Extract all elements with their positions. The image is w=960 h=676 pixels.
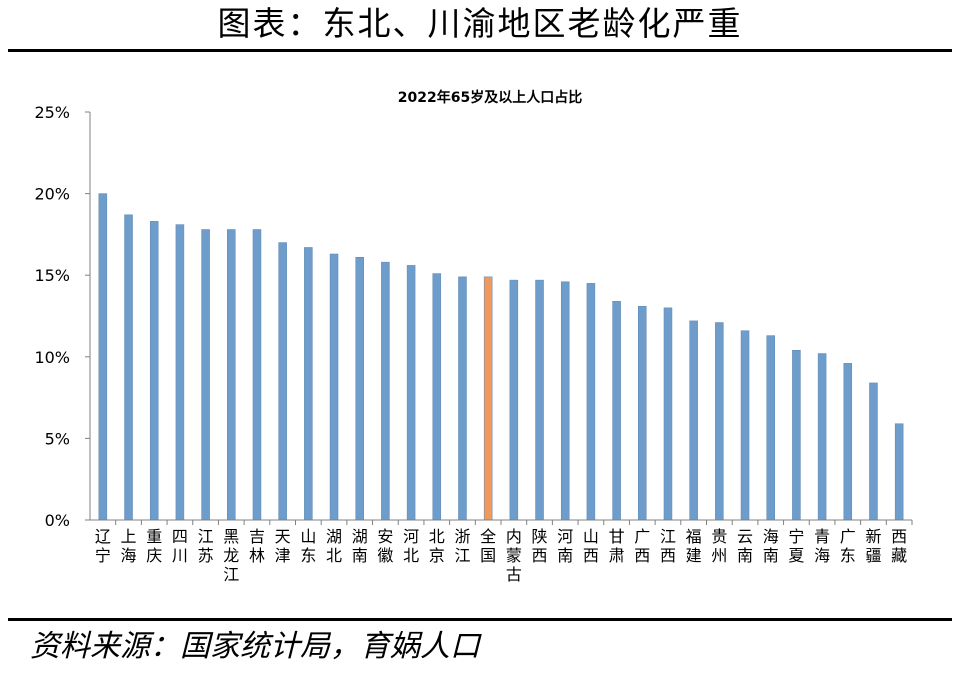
x-tick-label: 福建 — [686, 527, 702, 565]
bar — [381, 261, 390, 521]
y-tick-label: 5% — [45, 429, 70, 448]
x-tick-label: 河北 — [403, 527, 419, 565]
bar — [175, 224, 185, 521]
bar — [98, 193, 108, 521]
x-tick-label: 山西 — [583, 527, 599, 565]
x-tick-label: 天津 — [275, 527, 291, 565]
bar — [817, 353, 827, 521]
y-tick-label: 0% — [45, 511, 70, 530]
x-tick-label: 云南 — [737, 527, 753, 565]
y-tick-label: 15% — [34, 266, 70, 285]
bar — [124, 214, 133, 521]
bar — [509, 279, 519, 521]
bar — [432, 273, 442, 521]
bar — [458, 276, 467, 521]
bar — [740, 330, 750, 521]
x-tick-label: 河南 — [557, 527, 573, 565]
bar — [149, 221, 159, 521]
bar — [278, 242, 287, 521]
x-axis-labels: 辽宁上海重庆四川江苏黑龙江吉林天津山东湖北湖南安徽河北北京浙江全国内蒙古陕西河南… — [95, 520, 913, 584]
x-tick-label: 湖北 — [326, 527, 342, 565]
bar — [252, 229, 262, 521]
bar — [843, 363, 853, 521]
y-tick-label: 25% — [34, 103, 70, 122]
bar — [406, 265, 416, 521]
bar — [663, 307, 673, 521]
bar — [586, 283, 596, 521]
bar — [535, 279, 544, 521]
x-tick-label: 黑龙江 — [223, 527, 239, 584]
bottom-divider — [8, 618, 952, 621]
bar-chart: 2022年65岁及以上人口占比 0% 5% 10% 15% 20% 25% 辽宁上海重庆四… — [34, 89, 913, 584]
bar — [766, 335, 775, 521]
y-tick-label: 20% — [34, 185, 70, 204]
top-divider — [8, 49, 952, 52]
bar — [227, 229, 236, 521]
bar — [715, 322, 724, 521]
x-tick-label: 山东 — [300, 527, 316, 565]
bar — [869, 382, 878, 521]
x-tick-label: 青海 — [814, 527, 830, 565]
x-tick-label: 安徽 — [377, 527, 393, 565]
x-tick-label: 吉林 — [249, 527, 265, 565]
bar — [560, 281, 570, 521]
x-tick-label: 甘肃 — [609, 527, 625, 565]
x-tick-label: 江西 — [660, 527, 676, 565]
bar — [355, 256, 364, 521]
x-tick-label: 重庆 — [146, 527, 162, 565]
x-tick-label: 西藏 — [891, 527, 907, 565]
x-tick-label: 全国 — [480, 527, 496, 565]
x-tick-label: 江苏 — [198, 527, 214, 565]
bar — [612, 301, 621, 521]
x-tick-label: 海南 — [763, 527, 779, 565]
x-tick-label: 北京 — [429, 527, 445, 565]
bars — [98, 193, 904, 521]
bar — [329, 253, 339, 521]
bar — [689, 320, 698, 521]
page-title: 图表：东北、川渝地区老龄化严重 — [217, 4, 743, 43]
bar — [483, 276, 493, 521]
y-tick-label: 10% — [34, 348, 70, 367]
x-tick-label: 上海 — [121, 527, 137, 565]
x-tick-label: 内蒙古 — [506, 527, 522, 584]
bar — [894, 423, 904, 521]
bar — [201, 229, 210, 521]
x-tick-label: 陕西 — [532, 527, 548, 565]
x-tick-label: 贵州 — [711, 527, 727, 565]
bar — [304, 247, 313, 521]
bar — [638, 305, 647, 521]
x-tick-label: 广东 — [840, 527, 856, 565]
x-tick-label: 宁夏 — [788, 527, 804, 565]
x-tick-label: 新疆 — [865, 527, 881, 565]
x-tick-label: 浙江 — [454, 527, 470, 565]
x-tick-label: 广西 — [634, 527, 650, 565]
chart-title: 2022年65岁及以上人口占比 — [398, 89, 582, 106]
source-note: 资料来源：国家统计局，育娲人口 — [30, 629, 480, 664]
x-tick-label: 湖南 — [352, 527, 368, 565]
x-tick-label: 辽宁 — [95, 527, 111, 565]
bar — [792, 350, 801, 521]
y-axis-ticks: 0% 5% 10% 15% 20% 25% — [34, 103, 90, 530]
x-tick-label: 四川 — [172, 527, 188, 565]
